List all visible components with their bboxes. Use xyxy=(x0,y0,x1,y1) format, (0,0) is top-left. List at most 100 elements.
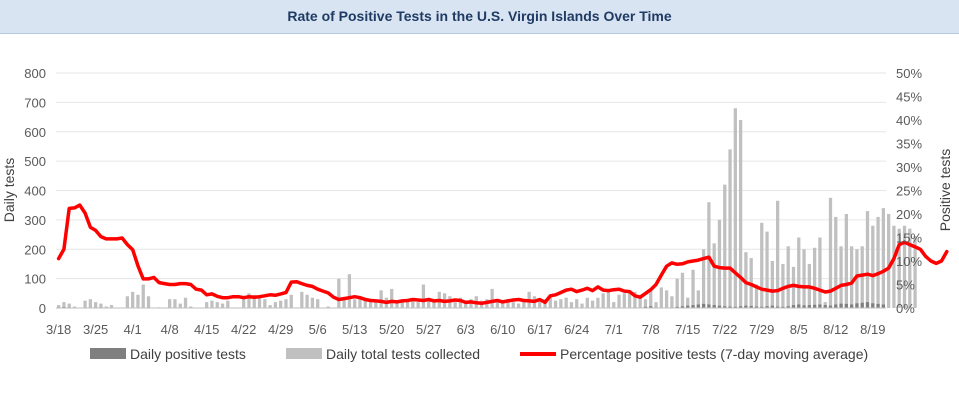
total-tests-bar xyxy=(104,306,108,308)
total-tests-bar xyxy=(839,246,843,308)
total-tests-bar xyxy=(273,302,278,308)
right-tick-label: 50% xyxy=(896,66,922,81)
total-tests-bar xyxy=(67,303,71,308)
positive-tests-bar xyxy=(797,304,801,308)
total-tests-bar xyxy=(458,297,463,308)
positive-tests-bar xyxy=(686,305,690,308)
right-tick-label: 40% xyxy=(896,113,922,128)
total-tests-bar xyxy=(279,300,283,308)
total-tests-bar xyxy=(368,300,373,308)
positive-tests-bar xyxy=(707,304,711,308)
x-tick-label: 5/6 xyxy=(309,322,327,337)
total-tests-bar xyxy=(88,299,93,308)
positive-tests-bar xyxy=(839,303,843,308)
positive-tests-bar xyxy=(823,305,827,308)
total-tests-bar xyxy=(453,302,457,308)
positive-tests-bar xyxy=(765,306,769,308)
chart-title: Rate of Positive Tests in the U.S. Virgi… xyxy=(287,8,672,24)
total-tests-bar xyxy=(892,225,896,308)
total-tests-bar xyxy=(670,296,674,308)
gridlines xyxy=(56,72,886,280)
total-tests-bar xyxy=(649,290,653,308)
x-tick-label: 4/1 xyxy=(124,322,142,337)
right-tick-label: 10% xyxy=(896,254,922,269)
total-tests-bar xyxy=(263,299,267,308)
x-tick-label: 4/15 xyxy=(194,322,219,337)
left-tick-label: 800 xyxy=(24,66,46,81)
x-tick-label: 8/12 xyxy=(823,322,848,337)
x-tick-label: 3/18 xyxy=(46,322,71,337)
total-tests-bar xyxy=(717,219,722,308)
total-tests-bar xyxy=(564,297,568,308)
positive-tests-bar xyxy=(760,306,764,308)
positive-tests-bar xyxy=(871,303,875,308)
total-tests-bar xyxy=(791,266,796,308)
total-tests-bar xyxy=(871,225,875,308)
positive-tests-bar xyxy=(733,306,737,308)
total-tests-bar xyxy=(744,252,748,308)
total-tests-bar xyxy=(680,272,685,308)
positive-tests-bar xyxy=(696,304,700,308)
total-tests-bar xyxy=(659,287,663,308)
positive-tests-bar xyxy=(849,304,854,308)
total-tests-bar xyxy=(675,278,679,308)
total-tests-bar xyxy=(765,231,769,308)
total-tests-bar xyxy=(57,305,61,308)
positive-tests-bar xyxy=(818,304,822,308)
x-tick-label: 7/15 xyxy=(675,322,700,337)
total-tests-bar xyxy=(664,290,669,308)
total-tests-bar xyxy=(146,296,151,308)
total-tests-bar xyxy=(881,208,885,308)
total-tests-bar xyxy=(897,228,901,308)
total-tests-bar xyxy=(580,303,584,308)
total-tests-bar xyxy=(495,299,500,308)
x-tick-label: 7/29 xyxy=(749,322,774,337)
x-tick-label: 6/3 xyxy=(457,322,475,337)
left-tick-label: 400 xyxy=(24,184,46,199)
total-tests-bar xyxy=(812,247,817,308)
legend-swatch-total xyxy=(286,348,322,359)
total-tests-bar xyxy=(913,236,917,308)
total-tests-bar xyxy=(337,278,341,308)
total-tests-bar xyxy=(247,293,251,308)
total-tests-bar xyxy=(887,214,891,308)
total-tests-bar xyxy=(585,297,589,308)
left-tick-label: 100 xyxy=(24,272,46,287)
total-tests-bar xyxy=(257,296,262,308)
total-tests-bar xyxy=(511,302,515,308)
right-tick-label: 35% xyxy=(896,137,922,152)
total-tests-bar xyxy=(289,294,293,308)
right-tick-label: 45% xyxy=(896,90,922,105)
total-tests-bar xyxy=(601,293,605,308)
positive-tests-bar xyxy=(728,306,732,308)
total-tests-bar xyxy=(707,202,711,308)
right-tick-label: 15% xyxy=(896,231,922,246)
right-axis-title: Positive tests xyxy=(937,149,953,231)
x-tick-label: 8/19 xyxy=(860,322,885,337)
total-tests-bar xyxy=(416,302,420,308)
total-tests-bar xyxy=(760,222,764,308)
total-tests-bar xyxy=(691,269,695,308)
legend-label-percentage: Percentage positive tests (7-day moving … xyxy=(560,346,868,362)
x-axis-ticks: 3/18 3/25 4/1 4/8 4/15 4/22 4/29 5/6 5/13 5/20 5/2… xyxy=(46,322,885,337)
total-tests-bar xyxy=(242,299,246,308)
total-tests-bar xyxy=(770,261,774,308)
right-tick-label: 0% xyxy=(896,301,915,316)
total-tests-bar xyxy=(427,300,431,308)
total-tests-bar xyxy=(268,305,272,308)
total-tests-bar xyxy=(559,299,563,308)
total-tests-bar xyxy=(405,299,410,308)
total-tests-bar xyxy=(849,246,854,308)
percentage-positive-line xyxy=(56,203,949,306)
total-tests-bar xyxy=(379,290,383,308)
total-tests-bar xyxy=(62,302,66,308)
total-tests-bar xyxy=(83,300,87,308)
total-tests-bar xyxy=(141,284,145,308)
total-tests-bar xyxy=(178,303,182,308)
left-axis-title: Daily tests xyxy=(1,158,17,223)
positive-tests-bar xyxy=(834,304,838,308)
total-tests-bar xyxy=(633,291,637,308)
positive-tests-bar xyxy=(775,306,780,308)
total-tests-bar xyxy=(696,290,700,308)
positive-tests-bar xyxy=(786,306,790,308)
